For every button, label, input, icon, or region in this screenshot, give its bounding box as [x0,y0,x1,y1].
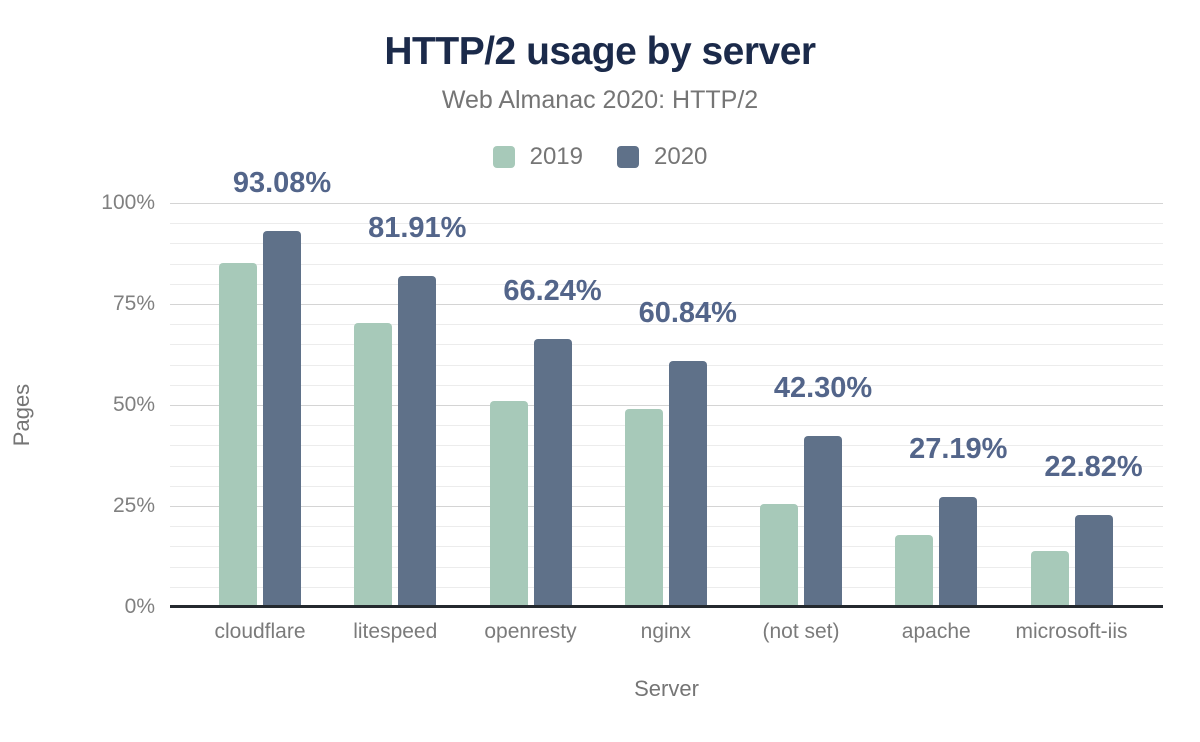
x-category-label-openresty: openresty [484,620,577,643]
legend-item-2019: 2019 [492,143,583,171]
legend-swatch-2019-icon [492,146,515,168]
major-gridline-75 [170,304,1163,305]
x-category-label-nginx: nginx [640,620,691,643]
y-tick-label-75: 75% [112,292,155,315]
bar-2019-(not set)[interactable] [760,504,798,607]
legend-label-2019: 2019 [529,143,583,170]
minor-gridline-55 [170,384,1163,386]
y-tick-label-25: 25% [112,494,155,517]
minor-gridline-95 [170,223,1163,225]
bar-2020-(not set)[interactable] [804,436,842,607]
legend-item-2020: 2020 [617,143,707,171]
bar-2020-litespeed[interactable] [398,276,437,607]
minor-gridline-10 [170,566,1163,568]
x-category-label-microsoft-iis: microsoft-iis [1015,620,1128,643]
minor-gridline-15 [170,546,1163,548]
major-gridline-100 [170,203,1163,204]
y-tick-label-0: 0% [124,595,155,618]
chart-subtitle: Web Almanac 2020: HTTP/2 [441,86,759,114]
minor-gridline-85 [170,263,1163,265]
bar-2019-microsoft-iis[interactable] [1030,550,1069,607]
major-gridline-25 [170,506,1163,507]
major-gridline-50 [170,405,1163,406]
minor-gridline-35 [170,465,1163,467]
x-category-label-(not set): (not set) [762,620,840,643]
bar-2019-cloudflare[interactable] [219,263,257,607]
value-label-microsoft-iis: 22.82% [1044,450,1143,483]
value-label-litespeed: 81.91% [368,212,467,245]
bar-2020-microsoft-iis[interactable] [1074,514,1113,607]
value-label-openresty: 66.24% [503,275,602,308]
bar-2020-nginx[interactable] [668,361,707,607]
y-tick-label-100: 100% [101,191,155,214]
y-axis-title: Pages [9,383,34,447]
minor-gridline-70 [170,324,1163,326]
bar-2020-cloudflare[interactable] [263,230,301,607]
minor-gridline-80 [170,283,1163,285]
value-label-(not set): 42.30% [773,372,873,405]
x-category-label-cloudflare: cloudflare [214,620,306,643]
minor-gridline-5 [170,586,1163,588]
chart-title: HTTP/2 usage by server [384,30,816,73]
x-category-label-apache: apache [901,620,971,643]
value-label-cloudflare: 93.08% [232,166,332,199]
minor-gridline-65 [170,344,1163,346]
bar-2020-apache[interactable] [939,497,978,607]
bar-2019-nginx[interactable] [624,409,663,607]
legend-swatch-2020-icon [617,146,639,168]
minor-gridline-60 [170,364,1163,366]
minor-gridline-45 [170,425,1163,427]
bar-2020-openresty[interactable] [533,339,572,607]
minor-gridline-30 [170,485,1163,487]
y-tick-label-50: 50% [112,393,155,416]
x-category-label-litespeed: litespeed [353,620,438,643]
plot-area: 0% 25% 50% 75% 100% 93.08% cloudflare 81.91% lit… [101,167,1163,643]
x-axis-baseline [170,605,1163,608]
minor-gridline-20 [170,526,1163,528]
bar-2019-apache[interactable] [895,534,934,607]
value-label-apache: 27.19% [909,433,1008,466]
value-label-nginx: 60.84% [638,297,737,330]
x-axis-title: Server [634,676,699,701]
minor-gridline-40 [170,445,1163,447]
chart-legend: 2019 2020 [0,143,1200,171]
bar-2019-openresty[interactable] [489,401,528,607]
bar-2019-litespeed[interactable] [354,323,393,607]
legend-label-2020: 2020 [654,143,708,170]
minor-gridline-90 [170,243,1163,245]
